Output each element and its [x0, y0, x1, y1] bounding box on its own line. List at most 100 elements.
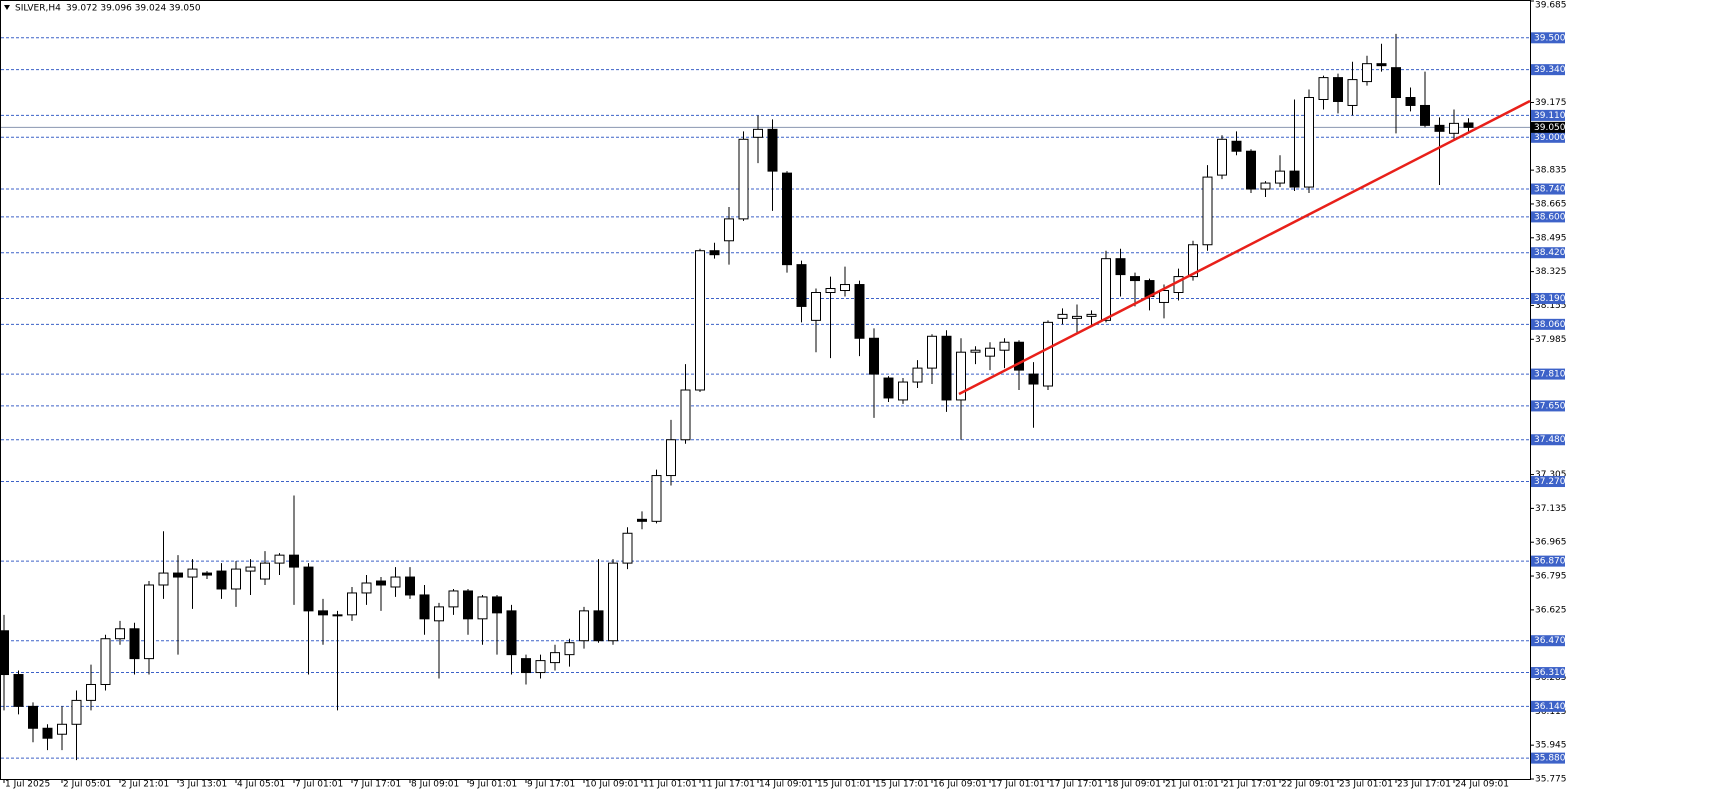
candle-body	[811, 292, 821, 321]
candle-body	[57, 723, 67, 735]
candle-body	[970, 349, 981, 353]
candle-body	[13, 674, 24, 707]
level-label-bg	[1531, 64, 1565, 76]
level-label: 37.650	[1534, 401, 1566, 411]
level-label-bg	[1531, 476, 1565, 488]
y-tick-label: 38.665	[1535, 199, 1567, 209]
candle-body	[1202, 176, 1213, 246]
x-tick-label: 9 Jul 01:01	[469, 780, 517, 789]
level-label: 35.880	[1534, 754, 1566, 764]
level-label-bg	[1531, 400, 1565, 412]
candle-body	[492, 596, 502, 614]
y-tick-label: 38.155	[1535, 301, 1567, 311]
x-tick-label: 7 Jul 01:01	[295, 780, 343, 789]
y-tick-label: 39.685	[1535, 1, 1567, 11]
candle-body	[1391, 67, 1401, 99]
y-tick-label: 36.965	[1535, 538, 1567, 548]
menu-arrow[interactable]	[4, 5, 10, 10]
level-label: 37.270	[1534, 477, 1566, 487]
candle-body	[1101, 258, 1111, 321]
candle-body	[1318, 77, 1329, 100]
candle-body	[216, 570, 227, 590]
candle-body	[985, 347, 995, 357]
candle-body	[1449, 122, 1459, 134]
candle-body	[1333, 77, 1343, 102]
candle-body	[1072, 315, 1082, 319]
candle-body	[1420, 104, 1430, 126]
candle-body	[1434, 124, 1445, 132]
x-tick-label: 4 Jul 05:01	[237, 780, 285, 789]
bid-label-bg	[1531, 121, 1565, 133]
trend-line[interactable]	[958, 99, 1531, 396]
candle-body	[608, 562, 618, 642]
level-label-bg	[1531, 131, 1565, 143]
candle-body	[637, 518, 647, 522]
x-tick-label: 2 Jul 21:01	[121, 780, 169, 789]
candle-body	[245, 566, 256, 572]
candle-body	[1115, 258, 1126, 276]
y-tick-label: 37.305	[1535, 470, 1567, 480]
candle-body	[419, 594, 430, 620]
y-tick-label: 36.625	[1535, 605, 1567, 615]
level-label: 36.310	[1534, 668, 1566, 678]
candle-body	[825, 288, 836, 294]
candle-body	[782, 172, 792, 266]
candle-body	[231, 568, 241, 590]
candle-body	[593, 610, 604, 642]
x-tick-label: 15 Jul 17:01	[875, 780, 929, 789]
bid-label: 39.050	[1534, 123, 1566, 133]
level-label-bg	[1531, 368, 1565, 380]
candle-body	[622, 532, 633, 564]
candle-body	[999, 341, 1010, 351]
level-label: 36.470	[1534, 636, 1566, 646]
level-label: 36.140	[1534, 702, 1566, 712]
y-tick-label: 37.135	[1535, 504, 1567, 514]
candle-body	[1289, 170, 1300, 188]
candle-body	[187, 568, 198, 578]
candle-body	[100, 638, 111, 685]
symbol: SILVER,H4	[15, 4, 61, 14]
level-label-bg	[1531, 32, 1565, 44]
x-tick-label: 11 Jul 17:01	[701, 780, 755, 789]
candle-body	[941, 335, 952, 401]
level-label: 37.810	[1534, 370, 1566, 380]
x-tick-label: 7 Jul 17:01	[353, 780, 401, 789]
candle-body	[912, 367, 923, 383]
candle-body	[695, 250, 705, 391]
candle-body	[724, 218, 734, 242]
candle-body	[796, 264, 807, 307]
x-tick-label: 16 Jul 09:01	[933, 780, 987, 789]
x-tick-label: 21 Jul 17:01	[1223, 780, 1277, 789]
candle-body	[86, 683, 96, 701]
candle-body	[1188, 244, 1198, 278]
level-label-bg	[1531, 292, 1565, 304]
candle-body	[1260, 182, 1271, 190]
level-label: 37.480	[1534, 435, 1566, 445]
candle-body	[42, 727, 53, 739]
candle-body	[1159, 290, 1169, 303]
x-tick-label: 17 Jul 17:01	[1049, 780, 1103, 789]
candle-body	[1304, 97, 1314, 188]
candle-body	[1362, 63, 1372, 83]
level-label-bg	[1531, 667, 1565, 679]
candle-body	[956, 351, 966, 401]
x-tick-label: 23 Jul 01:01	[1339, 780, 1393, 789]
candle-body	[1043, 321, 1053, 387]
candle-body	[767, 128, 778, 172]
candle-body	[883, 377, 894, 399]
candle-body	[1231, 140, 1242, 152]
candle-body	[680, 389, 691, 441]
candle-body	[651, 475, 662, 522]
candle-body	[1405, 97, 1416, 106]
level-label-bg	[1531, 635, 1565, 647]
candle-body	[854, 284, 865, 339]
candle-body	[1086, 313, 1097, 317]
y-tick-label: 35.945	[1535, 741, 1567, 751]
level-label-bg	[1531, 555, 1565, 567]
candle-body	[463, 590, 473, 620]
x-tick-label: 18 Jul 09:01	[1107, 780, 1161, 789]
level-label-bg	[1531, 752, 1565, 764]
candle-body	[550, 652, 560, 664]
candle-body	[361, 582, 372, 594]
